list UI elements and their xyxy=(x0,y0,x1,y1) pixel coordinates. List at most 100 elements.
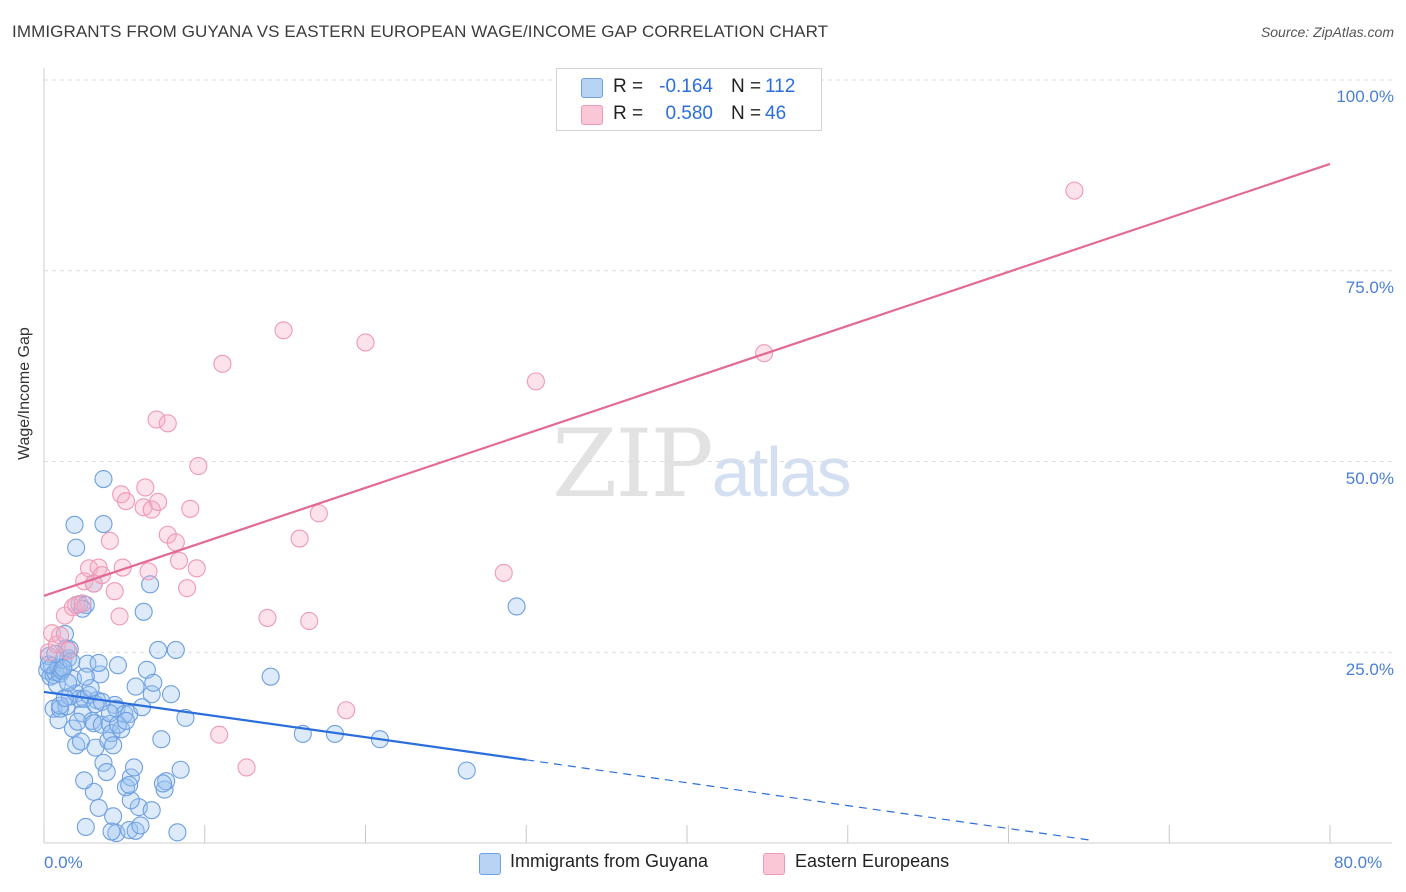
legend-r-value: 0.580 xyxy=(665,103,713,124)
data-point-guyana-76 xyxy=(89,798,108,817)
data-point-eastern-35 xyxy=(274,321,293,340)
data-point-guyana-21 xyxy=(49,711,68,730)
data-point-eastern-24 xyxy=(139,562,158,581)
data-point-guyana-77 xyxy=(76,817,95,837)
data-point-eastern-44 xyxy=(494,563,513,582)
data-point-guyana-78 xyxy=(104,807,123,826)
legend-swatch-pink xyxy=(581,105,603,125)
y-tick-label-50: 50.0% xyxy=(1345,469,1394,488)
data-point-guyana-48 xyxy=(115,705,134,724)
data-point-guyana-70 xyxy=(94,515,113,534)
y-tick-label-100: 100.0% xyxy=(1336,87,1394,106)
data-point-guyana-57 xyxy=(142,685,161,704)
data-point-guyana-102 xyxy=(54,659,73,678)
data-point-eastern-26 xyxy=(166,533,185,552)
data-point-guyana-91 xyxy=(55,688,74,708)
data-point-guyana-63 xyxy=(161,685,181,704)
data-point-guyana-54 xyxy=(134,602,153,621)
data-point-guyana-59 xyxy=(149,640,168,660)
data-point-eastern-8 xyxy=(73,594,92,613)
y-tick-label-25: 25.0% xyxy=(1345,660,1394,679)
data-point-eastern-30 xyxy=(187,559,206,578)
data-point-eastern-41 xyxy=(337,701,356,720)
legend-row-guyana: R = -0.164 N = 112 xyxy=(557,73,821,99)
data-point-eastern-6 xyxy=(63,598,82,617)
data-point-guyana-89 xyxy=(75,771,94,790)
data-point-eastern-31 xyxy=(189,457,208,476)
data-point-guyana-39 xyxy=(97,762,116,782)
data-point-eastern-39 xyxy=(300,611,319,631)
data-point-eastern-22 xyxy=(142,500,161,519)
x-tick-label-max: 80.0% xyxy=(1334,853,1383,872)
data-point-guyana-105 xyxy=(89,653,108,672)
data-point-guyana-85 xyxy=(131,816,150,835)
data-point-guyana-36 xyxy=(91,665,110,684)
data-point-eastern-45 xyxy=(526,372,545,391)
data-point-guyana-65 xyxy=(171,760,190,779)
data-point-guyana-106 xyxy=(261,667,280,686)
chart-title: IMMIGRANTS FROM GUYANA VS EASTERN EUROPE… xyxy=(12,22,829,41)
y-tick-label-75: 75.0% xyxy=(1345,278,1394,297)
data-point-eastern-32 xyxy=(147,410,166,429)
chart-source: Source: ZipAtlas.com xyxy=(1260,24,1394,40)
trend-line-guyana xyxy=(43,690,527,761)
data-point-guyana-84 xyxy=(126,821,145,840)
data-point-guyana-111 xyxy=(457,761,476,780)
data-point-guyana-56 xyxy=(141,575,160,594)
legend-r-value: -0.164 xyxy=(659,76,713,97)
data-point-guyana-58 xyxy=(144,673,163,692)
data-point-eastern-33 xyxy=(158,414,177,433)
x-tick-label-min: 0.0% xyxy=(44,853,83,872)
trend-line-guyana-extension xyxy=(526,759,1089,841)
data-point-guyana-83 xyxy=(120,820,139,840)
data-point-eastern-15 xyxy=(105,582,124,601)
data-point-eastern-29 xyxy=(181,499,200,518)
data-point-eastern-38 xyxy=(290,529,309,548)
legend-row-eastern: R = 0.580 N = 46 xyxy=(557,100,821,126)
data-point-eastern-19 xyxy=(116,492,136,511)
data-point-guyana-62 xyxy=(157,772,176,791)
data-point-eastern-27 xyxy=(169,551,189,570)
data-point-eastern-13 xyxy=(92,566,111,585)
data-point-eastern-21 xyxy=(136,478,155,497)
data-point-eastern-28 xyxy=(178,579,197,598)
data-point-guyana-60 xyxy=(152,730,171,749)
data-point-guyana-82 xyxy=(102,822,121,841)
data-point-guyana-51 xyxy=(121,768,140,787)
data-point-eastern-34 xyxy=(213,354,232,373)
data-point-guyana-80 xyxy=(121,791,140,810)
data-point-eastern-42 xyxy=(210,725,229,744)
watermark: ZIPatlas xyxy=(552,410,852,519)
data-point-guyana-66 xyxy=(176,708,195,727)
data-point-guyana-104 xyxy=(76,667,95,686)
data-point-guyana-68 xyxy=(67,538,86,557)
data-point-eastern-16 xyxy=(110,607,129,626)
data-point-guyana-103 xyxy=(59,673,78,692)
legend-swatch-blue xyxy=(581,78,603,98)
correlation-legend: R = -0.164 N = 112 R = 0.580 N = 46 xyxy=(556,68,822,131)
legend-n-value: 46 xyxy=(765,103,787,124)
data-point-guyana-46 xyxy=(108,656,127,675)
data-point-eastern-7 xyxy=(67,595,86,614)
data-point-guyana-87 xyxy=(168,823,187,842)
data-point-guyana-43 xyxy=(104,736,123,755)
legend-n-label: N = xyxy=(731,76,762,97)
legend-r-label: R = xyxy=(613,103,644,124)
data-point-eastern-47 xyxy=(1065,181,1084,200)
series-legend-swatch-guyana xyxy=(479,853,501,875)
data-point-guyana-98 xyxy=(126,677,145,696)
data-point-eastern-36 xyxy=(356,333,375,352)
legend-n-label: N = xyxy=(731,103,762,124)
data-point-eastern-14 xyxy=(100,531,119,550)
series-legend-label-eastern: Eastern Europeans xyxy=(795,851,950,871)
legend-r-label: R = xyxy=(613,76,644,97)
data-point-eastern-5 xyxy=(59,641,78,660)
data-point-eastern-23 xyxy=(149,492,168,511)
data-point-guyana-86 xyxy=(142,801,161,820)
data-point-guyana-97 xyxy=(116,711,136,730)
data-point-guyana-81 xyxy=(120,775,139,795)
data-point-guyana-88 xyxy=(153,774,173,793)
legend-n-value: 112 xyxy=(765,76,796,97)
trend-line-eastern xyxy=(43,162,1331,597)
